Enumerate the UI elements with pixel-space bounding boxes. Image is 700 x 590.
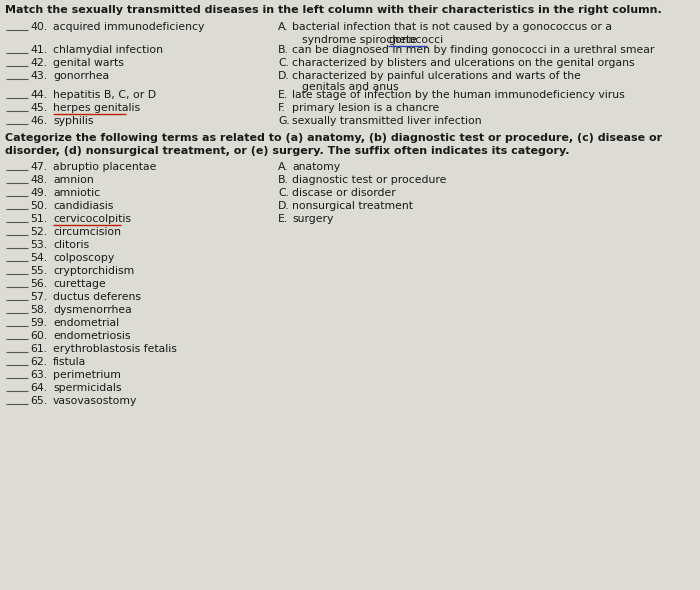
- Text: 47.: 47.: [30, 162, 47, 172]
- Text: 65.: 65.: [30, 396, 47, 406]
- Text: nonsurgical treatment: nonsurgical treatment: [292, 201, 413, 211]
- Text: 48.: 48.: [30, 175, 47, 185]
- Text: 44.: 44.: [30, 90, 47, 100]
- Text: gonorrhea: gonorrhea: [53, 71, 109, 81]
- Text: 45.: 45.: [30, 103, 47, 113]
- Text: 41.: 41.: [30, 45, 47, 55]
- Text: 40.: 40.: [30, 22, 48, 32]
- Text: genitals and anus: genitals and anus: [302, 82, 398, 92]
- Text: 59.: 59.: [30, 318, 47, 328]
- Text: 62.: 62.: [30, 357, 47, 367]
- Text: colposcopy: colposcopy: [53, 253, 114, 263]
- Text: circumcision: circumcision: [53, 227, 121, 237]
- Text: hepatitis B, C, or D: hepatitis B, C, or D: [53, 90, 156, 100]
- Text: late stage of infection by the human immunodeficiency virus: late stage of infection by the human imm…: [292, 90, 624, 100]
- Text: endometrial: endometrial: [53, 318, 119, 328]
- Text: G.: G.: [278, 116, 290, 126]
- Text: 49.: 49.: [30, 188, 47, 198]
- Text: B.: B.: [278, 175, 289, 185]
- Text: anatomy: anatomy: [292, 162, 340, 172]
- Text: endometriosis: endometriosis: [53, 331, 130, 341]
- Text: syndrome spirochete: syndrome spirochete: [302, 35, 421, 45]
- Text: 60.: 60.: [30, 331, 48, 341]
- Text: abruptio placentae: abruptio placentae: [53, 162, 156, 172]
- Text: 61.: 61.: [30, 344, 47, 354]
- Text: 42.: 42.: [30, 58, 47, 68]
- Text: disorder, (d) nonsurgical treatment, or (e) surgery. The suffix often indicates : disorder, (d) nonsurgical treatment, or …: [5, 146, 570, 156]
- Text: syphilis: syphilis: [53, 116, 94, 126]
- Text: dysmenorrhea: dysmenorrhea: [53, 305, 132, 315]
- Text: 63.: 63.: [30, 370, 47, 380]
- Text: cryptorchidism: cryptorchidism: [53, 266, 134, 276]
- Text: clitoris: clitoris: [53, 240, 89, 250]
- Text: 64.: 64.: [30, 383, 47, 393]
- Text: fistula: fistula: [53, 357, 86, 367]
- Text: bacterial infection that is not caused by a gonococcus or a: bacterial infection that is not caused b…: [292, 22, 612, 32]
- Text: 57.: 57.: [30, 292, 47, 302]
- Text: surgery: surgery: [292, 214, 333, 224]
- Text: chlamydial infection: chlamydial infection: [53, 45, 163, 55]
- Text: amnion: amnion: [53, 175, 94, 185]
- Text: erythroblastosis fetalis: erythroblastosis fetalis: [53, 344, 177, 354]
- Text: perimetrium: perimetrium: [53, 370, 121, 380]
- Text: A.: A.: [278, 22, 288, 32]
- Text: cervicocolpitis: cervicocolpitis: [53, 214, 131, 224]
- Text: diagnostic test or procedure: diagnostic test or procedure: [292, 175, 447, 185]
- Text: C.: C.: [278, 188, 289, 198]
- Text: 52.: 52.: [30, 227, 47, 237]
- Text: D.: D.: [278, 201, 290, 211]
- Text: D.: D.: [278, 71, 290, 81]
- Text: E.: E.: [278, 214, 288, 224]
- Text: C.: C.: [278, 58, 289, 68]
- Text: Match the sexually transmitted diseases in the left column with their characteri: Match the sexually transmitted diseases …: [5, 5, 661, 15]
- Text: 56.: 56.: [30, 279, 47, 289]
- Text: 46.: 46.: [30, 116, 47, 126]
- Text: curettage: curettage: [53, 279, 106, 289]
- Text: primary lesion is a chancre: primary lesion is a chancre: [292, 103, 440, 113]
- Text: F.: F.: [278, 103, 286, 113]
- Text: vasovasostomy: vasovasostomy: [53, 396, 137, 406]
- Text: amniotic: amniotic: [53, 188, 100, 198]
- Text: 53.: 53.: [30, 240, 47, 250]
- Text: Categorize the following terms as related to (a) anatomy, (b) diagnostic test or: Categorize the following terms as relate…: [5, 133, 662, 143]
- Text: characterized by painful ulcerations and warts of the: characterized by painful ulcerations and…: [292, 71, 581, 81]
- Text: genital warts: genital warts: [53, 58, 124, 68]
- Text: 54.: 54.: [30, 253, 47, 263]
- Text: 51.: 51.: [30, 214, 47, 224]
- Text: herpes genitalis: herpes genitalis: [53, 103, 140, 113]
- Text: A.: A.: [278, 162, 288, 172]
- Text: B.: B.: [278, 45, 289, 55]
- Text: E.: E.: [278, 90, 288, 100]
- Text: can be diagnosed in men by finding gonococci in a urethral smear: can be diagnosed in men by finding gonoc…: [292, 45, 654, 55]
- Text: 55.: 55.: [30, 266, 47, 276]
- Text: spermicidals: spermicidals: [53, 383, 122, 393]
- Text: sexually transmitted liver infection: sexually transmitted liver infection: [292, 116, 482, 126]
- Text: discase or disorder: discase or disorder: [292, 188, 395, 198]
- Text: candidiasis: candidiasis: [53, 201, 113, 211]
- Text: ductus deferens: ductus deferens: [53, 292, 141, 302]
- Text: 58.: 58.: [30, 305, 47, 315]
- Text: acquired immunodeficiency: acquired immunodeficiency: [53, 22, 204, 32]
- Text: 50.: 50.: [30, 201, 48, 211]
- Text: gonococci: gonococci: [389, 35, 444, 45]
- Text: characterized by blisters and ulcerations on the genital organs: characterized by blisters and ulceration…: [292, 58, 635, 68]
- Text: 43.: 43.: [30, 71, 47, 81]
